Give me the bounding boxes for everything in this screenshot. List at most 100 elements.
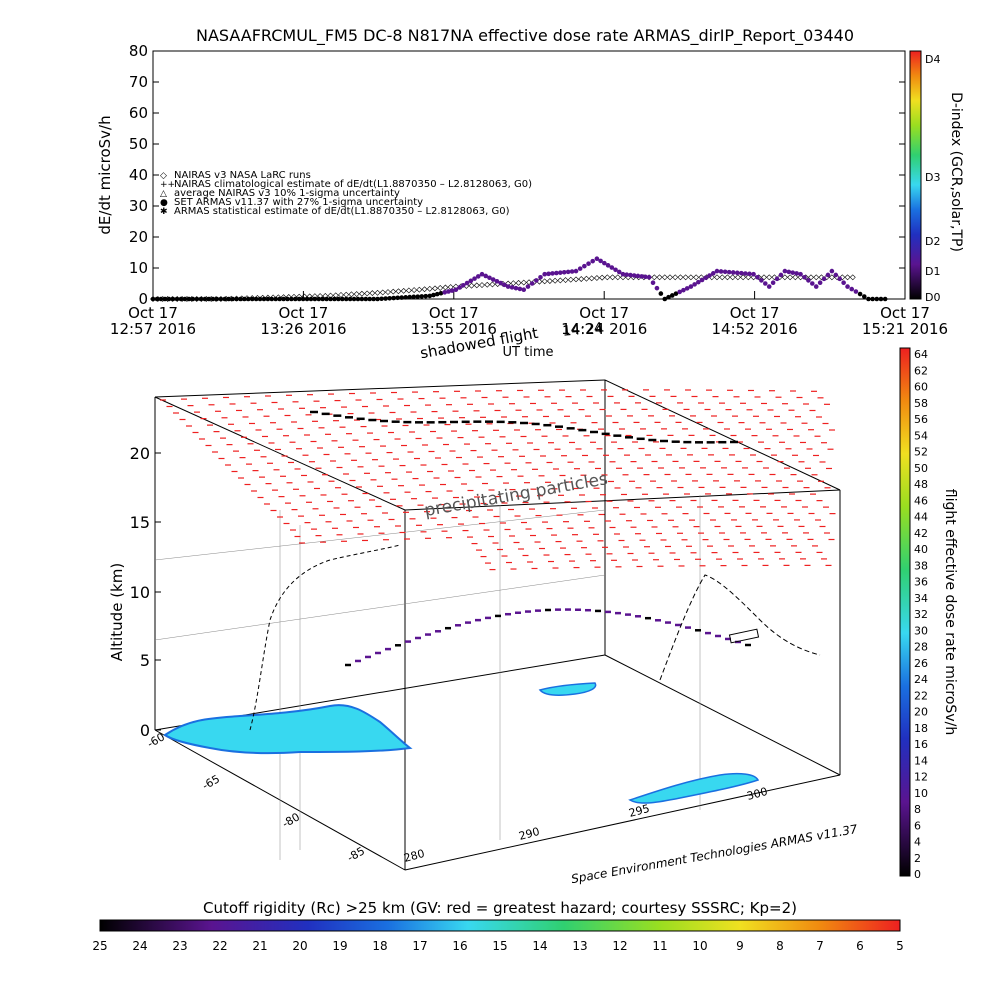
armas-point [874,296,880,302]
nairas-point [358,290,365,297]
armas-point [794,271,799,276]
armas-point [158,296,164,302]
armas-point [431,292,436,298]
dose-rate-tick-label: 44 [914,511,928,524]
nairas-point [562,277,569,283]
altitude-tick-label: 0 [140,721,150,740]
armas-point [395,295,400,301]
legend-entry: average NAIRAS v3 10% 1-sigma uncertaint… [174,188,400,199]
nairas-point [714,274,720,281]
nairas-point [734,274,741,281]
top-y-tick-label: 30 [129,197,148,215]
armas-point [538,275,543,280]
cutoff-tick-label: 24 [132,939,147,953]
cutoff-colorbar: Cutoff rigidity (Rc) >25 km (GV: red = g… [92,899,903,953]
flight-track [310,410,751,667]
armas-point [878,296,884,302]
armas-point [739,270,744,276]
nairas-point [573,276,579,283]
armas-point [423,293,429,299]
dose-rate-tick-label: 64 [914,348,928,361]
armas-point [631,273,637,278]
armas-point [534,278,539,283]
armas-point [722,269,728,275]
nairas-point [787,274,794,281]
cutoff-tick-label: 14 [532,939,547,953]
armas-point [343,296,349,302]
nairas-point [557,277,564,284]
armas-point [371,296,376,302]
nairas-point [724,274,731,281]
dose-rate-colorbar: 6462605856545250484644424038363432302826… [899,347,958,881]
armas-point [573,268,579,274]
armas-point [550,271,555,276]
longitude-tick-label: 295 [627,802,651,820]
armas-point [487,275,492,281]
legend-symbol: ● [160,198,168,208]
armas-point [821,276,827,282]
armas-point [438,290,444,296]
armas-point [210,296,216,302]
armas-point [399,295,404,300]
armas-point [598,258,603,264]
armas-point [178,296,184,302]
nairas-point [510,280,517,287]
dose-rate-tick-label: 18 [914,722,928,735]
nairas-point [578,276,585,282]
armas-point [650,280,656,286]
armas-point [833,272,839,278]
armas-point [453,287,459,293]
armas-point [513,285,519,291]
armas-point [751,271,756,277]
nairas-point [599,274,606,281]
armas-point [759,278,764,283]
longitude-tick-label: 280 [402,847,426,865]
armas-point [411,294,417,300]
dose-rate-tick-label: 22 [914,689,928,702]
cutoff-tick-label: 21 [252,939,267,953]
armas-point [861,294,867,299]
armas-point [609,265,615,270]
armas-point [829,268,835,274]
nairas-point [808,274,814,281]
3d-grid [154,495,701,860]
top-y-tick-label: 80 [129,42,148,60]
armas-point [639,274,644,279]
top-x-tick-line1: Oct 17 [279,304,329,322]
dose-rate-tick-label: 14 [914,754,928,767]
armas-point [383,296,388,301]
longitude-ticks: 280 290 295 300 [402,785,769,865]
armas-point [628,272,633,278]
credit-text: Space Environment Technologies ARMAS v11… [570,822,859,886]
top-x-tick-line2: 13:55 2016 [411,320,497,338]
nairas-point [745,274,752,281]
armas-point [620,271,626,277]
dose-rate-bar [899,347,911,877]
armas-point [289,296,294,302]
armas-point [490,277,496,282]
armas-point [403,295,408,300]
descent-track [659,574,821,681]
armas-point [542,271,547,277]
armas-point [442,290,447,295]
nairas-point [520,279,527,286]
cutoff-tick-label: 18 [372,939,387,953]
armas-point [857,291,863,297]
top-y-tick-label: 70 [129,73,148,91]
armas-point [577,266,583,271]
armas-point [802,275,807,280]
nairas-point [546,278,553,284]
top-series [150,256,888,302]
armas-point [782,268,788,274]
top-y-tick-label: 0 [138,290,148,308]
dose-rate-tick-label: 12 [914,771,928,784]
armas-point [718,269,724,274]
armas-point [300,296,306,302]
dindex-tick-label: D4 [925,53,940,66]
nairas-point [416,286,423,293]
dose-rate-tick-label: 20 [914,706,928,719]
nairas-point [813,274,820,281]
armas-point [285,296,290,302]
latitude-tick-label: -65 [200,772,222,792]
dose-rate-tick-label: 54 [914,429,928,442]
